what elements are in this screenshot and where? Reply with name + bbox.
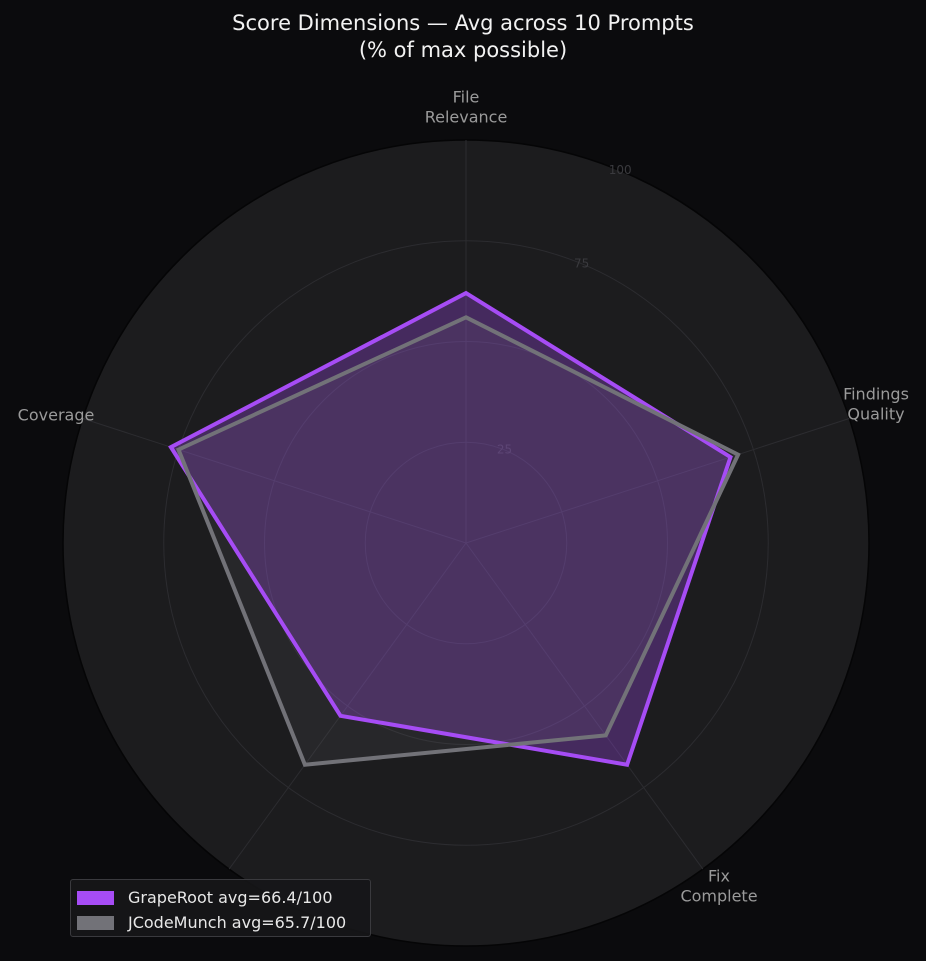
r-tick-label-3: 100 [609,163,632,177]
axis-label-4-line-0: Coverage [18,406,95,425]
legend-item-graperoot: GrapeRoot avg=66.4/100 [77,885,370,910]
grid-spoke-3 [228,542,467,870]
chart-legend: GrapeRoot avg=66.4/100 JCodeMunch avg=65… [70,879,371,937]
r-tick-label-2: 75 [574,256,589,270]
axis-label-2-line-1: Complete [680,887,757,906]
chart-title-line-2: (% of max possible) [358,38,568,62]
grid-spoke-4 [82,417,467,544]
series-fill-1 [178,317,739,765]
axis-label-2-line-0: Fix [708,867,730,886]
radar-grid [82,140,850,870]
axis-label-1-line-1: Quality [847,405,904,424]
series-fill-0 [170,293,731,765]
chart-title-line-1: Score Dimensions — Avg across 10 Prompts [232,11,694,35]
legend-label-jcodemunch: JCodeMunch avg=65.7/100 [128,913,347,932]
grid-spoke-2 [465,542,704,870]
axis-label-0-line-0: File [453,88,480,107]
legend-item-jcodemunch: JCodeMunch avg=65.7/100 [77,910,370,935]
radar-series [168,290,741,767]
axis-label-1-line-0: Findings [843,385,909,404]
radar-tick-labels: 25 75 100 [497,163,632,456]
series-line-1 [175,315,741,767]
legend-swatch-jcodemunch [77,915,114,930]
legend-label-graperoot: GrapeRoot avg=66.4/100 [128,888,333,907]
chart-title: Score Dimensions — Avg across 10 Prompts… [0,10,926,64]
r-tick-label-0: 25 [497,442,512,456]
axis-label-0-line-1: Relevance [425,108,508,127]
legend-swatch-graperoot [77,890,114,905]
grid-spoke-1 [465,417,850,544]
